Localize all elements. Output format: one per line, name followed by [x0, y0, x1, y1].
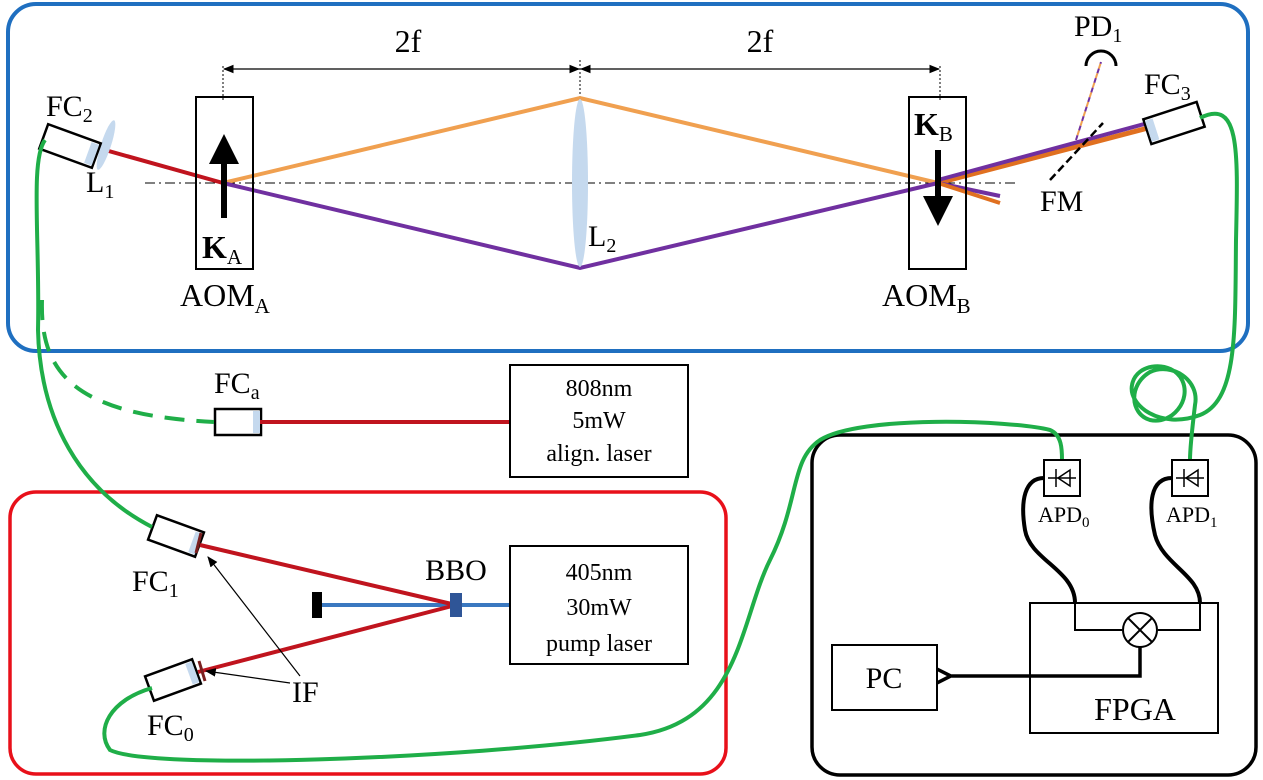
apd1-diode [1184, 468, 1199, 488]
align-laser-box [509, 364, 689, 478]
label-fca: FCa [214, 367, 260, 404]
beam-to-pd1-purple [1075, 61, 1102, 141]
aom-b [908, 96, 967, 270]
fiber-coupler-fca [213, 407, 263, 437]
fiber-fc0-to-apd0 [102, 419, 1064, 763]
aom-a [195, 96, 254, 270]
beam-input-red [97, 146, 224, 185]
lens-l1 [96, 120, 116, 170]
fpga-to-pc-arrow [948, 647, 1142, 676]
cable-apd1 [1149, 476, 1202, 604]
label-l1: L1 [86, 166, 114, 203]
pd1-detector [1084, 49, 1118, 67]
beam-dump [312, 592, 322, 618]
flip-mirror [1049, 122, 1104, 181]
detection-frame [810, 433, 1258, 777]
beam-upper-orange [222, 95, 939, 185]
distance-label-right: 2f [747, 23, 774, 59]
if-filter-1 [194, 532, 203, 554]
bbo-crystal [450, 593, 462, 617]
label-apd0: APD0 [1038, 502, 1090, 531]
label-fc1: FC1 [132, 565, 179, 602]
beam-to-pd1-orange [1075, 61, 1102, 141]
beam-sdc-upper [199, 543, 457, 607]
if-pointer-0 [204, 668, 291, 684]
beam-out-orange [937, 125, 1149, 186]
coincidence-line-right [1158, 603, 1201, 631]
label-fc2: FC2 [46, 90, 93, 127]
label-pc: PC [866, 662, 903, 695]
label-aoma: AOMA [180, 277, 271, 318]
fiber-coupler-fc3 [1141, 100, 1207, 146]
label-aomb: AOMB [882, 277, 971, 318]
label-fc0: FC0 [147, 709, 194, 746]
beam-stub-orange [937, 181, 1001, 205]
pump-laser-line1: 405nm [566, 560, 633, 586]
cable-apd0 [1021, 476, 1077, 604]
align-laser-line3: align. laser [546, 441, 651, 467]
source-frame [8, 490, 728, 776]
pump-laser-box [509, 545, 689, 665]
interferometer-frame [6, 2, 1250, 353]
label-fc3: FC3 [1144, 68, 1191, 105]
if-filter-0 [197, 660, 207, 682]
coincidence-x2 [1127, 617, 1153, 643]
fiber-fc2-to-fc1 [34, 138, 153, 529]
apd0-diode [1056, 468, 1071, 488]
if-pointer-1 [207, 556, 301, 677]
fiber-coupler-fc0 [143, 657, 203, 703]
label-l2: L2 [588, 220, 616, 257]
pump-laser-line3: pump laser [546, 631, 652, 657]
label-pd1: PD1 [1074, 10, 1122, 47]
fiber-fc3-coil [1129, 111, 1239, 461]
fpga-box [1029, 602, 1219, 734]
distance-label-left: 2f [395, 23, 422, 59]
coincidence-line [1074, 603, 1122, 631]
fiber-fca-dashed [39, 299, 215, 424]
label-if: IF [292, 676, 319, 709]
lens-l2 [572, 99, 588, 267]
fiber-coupler-fc2 [37, 122, 103, 170]
pc-box [831, 644, 938, 711]
align-laser-line2: 5mW [572, 408, 626, 434]
beam-out-purple [937, 121, 1149, 182]
beam-lower-purple [222, 181, 939, 271]
pump-laser-line2: 30mW [566, 595, 632, 621]
label-fm: FM [1040, 185, 1083, 218]
beam-sdc-lower [197, 603, 457, 674]
label-ka: KA [202, 229, 243, 269]
align-laser-line1: 808nm [566, 376, 633, 402]
label-kb: KB [914, 106, 953, 146]
label-bbo: BBO [425, 554, 487, 587]
label-apd1: APD1 [1166, 502, 1218, 531]
label-fpga: FPGA [1094, 691, 1176, 727]
